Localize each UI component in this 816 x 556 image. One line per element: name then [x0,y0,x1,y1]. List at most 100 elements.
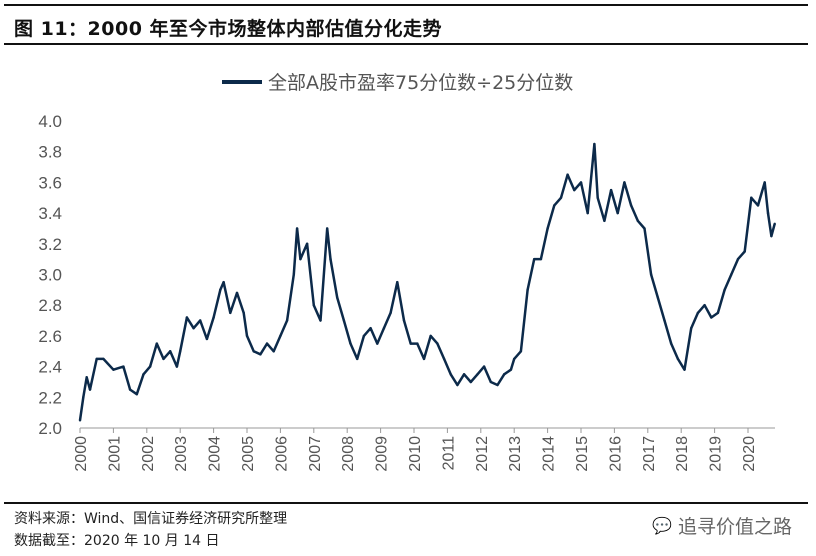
data-point [656,296,660,299]
data-point [513,357,516,361]
data-point [429,334,432,338]
y-tick-label: 3.4 [38,204,62,223]
data-point [596,196,599,199]
data-point [252,350,255,353]
data-point [649,273,653,276]
data-point [696,311,700,315]
x-tick-label: 2005 [240,436,257,472]
wechat-icon: 💬 [652,516,672,535]
data-point [148,365,152,368]
y-tick-label: 3.8 [38,143,62,162]
data-point [773,222,776,226]
data-point [112,368,115,371]
y-tick-label: 2.0 [38,419,62,438]
x-tick-label: 2010 [407,436,424,472]
data-point [325,227,329,230]
data-point [690,327,693,330]
data-point [272,350,275,353]
data-point [743,250,746,253]
data-point [409,342,412,345]
x-tick-label: 2020 [741,436,758,472]
y-tick-label: 2.8 [38,296,62,315]
data-point [329,257,332,261]
data-point [579,181,583,184]
x-tick-label: 2008 [340,436,357,472]
data-point [396,280,399,284]
series-line [78,142,776,421]
data-point [553,204,556,207]
x-tick-label: 2011 [440,436,457,471]
data-point [305,242,309,245]
data-point [179,350,182,353]
data-point [102,357,105,361]
x-tick-label: 2000 [73,436,90,472]
data-point [766,211,770,215]
data-point [416,342,419,345]
data-point [299,257,302,261]
chart-legend: 全部A股市盈率75分位数÷25分位数 [222,68,573,95]
data-point [469,380,472,384]
data-point [229,311,232,315]
data-point [259,353,262,356]
x-tick-label: 2016 [607,436,624,472]
data-point [362,334,366,338]
data-point [389,311,392,315]
y-tick-label: 2.2 [38,388,62,407]
data-point [335,296,339,299]
data-point [295,227,299,230]
data-point [242,311,245,315]
x-tick-label: 2009 [374,436,391,472]
data-point [519,350,523,353]
data-point [629,204,633,207]
data-point [462,373,466,376]
data-point [85,376,88,379]
figure-title: 图 11：2000 年至今市场整体内部估值分化走势 [14,18,443,40]
data-point [142,373,145,376]
title-rule [4,43,808,45]
data-point [593,142,596,146]
data-point [222,280,225,284]
data-point [750,196,753,199]
data-point [736,257,740,261]
y-tick-label: 3.2 [38,235,62,254]
data-point [482,365,486,368]
data-point [489,380,493,384]
watermark-text: 追寻价值之路 [677,516,792,538]
data-point [449,373,452,376]
data-point [509,368,513,371]
data-point [546,227,549,230]
data-point [436,342,439,345]
data-point [643,227,646,230]
data-point [235,291,239,295]
data-point [559,196,563,199]
data-point [128,388,132,391]
data-point [199,319,202,322]
data-point [312,304,315,307]
x-tick-label: 2004 [207,436,224,472]
data-point [573,188,576,192]
data-point [710,316,713,319]
watermark: 💬 追寻价值之路 [652,512,792,539]
data-point [319,319,322,322]
data-point [616,211,619,215]
data-point [382,327,386,330]
data-point [78,419,82,422]
data-point [756,204,760,207]
data-point [636,219,639,222]
y-tick-label: 3.0 [38,266,62,285]
line-chart: 2.0 2.2 2.4 2.6 2.8 3.0 3.2 3.4 3.6 3.8 4.0 2000 200… [38,112,776,472]
data-point [716,311,720,315]
data-point [245,334,249,338]
data-point [205,337,209,341]
data-point [95,357,98,361]
data-point [349,342,352,345]
date-note: 数据截至：2020 年 10 月 14 日 [14,533,220,549]
x-tick-label: 2013 [507,436,524,472]
data-point [723,288,726,292]
data-point [135,393,138,396]
data-point [122,365,125,368]
x-tick-label: 2012 [474,436,491,472]
data-point [342,319,346,322]
data-point [155,342,159,345]
data-point [669,342,673,345]
